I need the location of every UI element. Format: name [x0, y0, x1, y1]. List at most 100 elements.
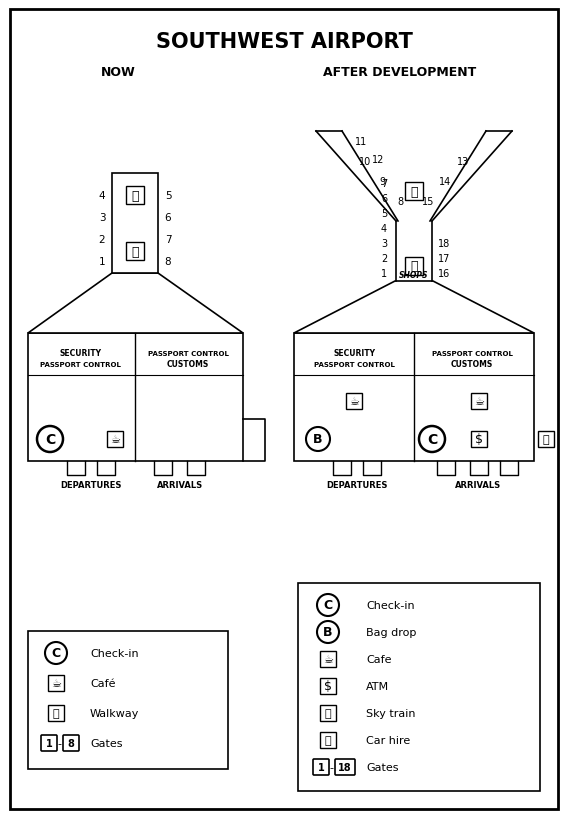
Text: 10: 10 [358, 156, 371, 167]
Text: 🚶: 🚶 [131, 189, 139, 202]
Circle shape [45, 642, 67, 664]
Bar [48, 675, 64, 691]
Text: 7: 7 [165, 235, 172, 245]
Text: Gates: Gates [90, 738, 123, 748]
Text: Walkway: Walkway [90, 708, 139, 718]
Text: 3: 3 [381, 238, 387, 249]
Text: SECURITY: SECURITY [333, 349, 375, 358]
Bar [320, 651, 336, 667]
Bar [126, 242, 144, 260]
Text: ARRIVALS: ARRIVALS [455, 481, 501, 490]
Text: ☕: ☕ [349, 396, 359, 406]
Text: 🚗: 🚗 [542, 434, 549, 445]
Text: 2: 2 [99, 235, 105, 245]
Bar [298, 583, 540, 791]
Text: PASSPORT CONTROL: PASSPORT CONTROL [432, 351, 512, 356]
Bar [538, 432, 554, 447]
Text: 16: 16 [438, 269, 450, 278]
Text: CUSTOMS: CUSTOMS [167, 360, 209, 369]
Bar [28, 631, 228, 769]
Text: 3: 3 [99, 213, 105, 223]
Bar [112, 174, 158, 274]
Text: 11: 11 [355, 137, 367, 147]
Text: 5: 5 [165, 191, 172, 201]
Text: 14: 14 [440, 177, 452, 187]
Text: 18: 18 [338, 762, 352, 772]
Text: 🚂: 🚂 [325, 708, 331, 718]
Text: PASSPORT CONTROL: PASSPORT CONTROL [314, 361, 394, 368]
Text: 6: 6 [165, 213, 172, 223]
Text: SOUTHWEST AIRPORT: SOUTHWEST AIRPORT [156, 32, 412, 52]
Text: Check-in: Check-in [90, 648, 139, 658]
Text: 12: 12 [372, 155, 384, 165]
Text: B: B [313, 433, 323, 446]
Text: 🚂: 🚂 [410, 260, 417, 274]
Text: NOW: NOW [101, 66, 135, 79]
Text: ☕: ☕ [110, 434, 120, 445]
Bar [471, 393, 487, 410]
Text: DEPARTURES: DEPARTURES [60, 481, 122, 490]
Text: 8: 8 [68, 738, 74, 748]
Text: PASSPORT CONTROL: PASSPORT CONTROL [40, 361, 120, 368]
Text: B: B [323, 626, 333, 639]
Text: PASSPORT CONTROL: PASSPORT CONTROL [148, 351, 228, 356]
Text: Check-in: Check-in [366, 600, 415, 610]
Text: ATM: ATM [366, 681, 389, 691]
Text: C: C [52, 647, 61, 659]
Text: ☕: ☕ [51, 678, 61, 688]
Bar [107, 432, 123, 447]
Text: ☕: ☕ [323, 654, 333, 664]
Bar [126, 187, 144, 205]
Text: 4: 4 [381, 224, 387, 233]
Text: 8: 8 [165, 256, 172, 267]
Bar [28, 333, 243, 461]
Text: DEPARTURES: DEPARTURES [326, 481, 388, 490]
Bar [48, 705, 64, 721]
Text: Sky train: Sky train [366, 708, 416, 718]
Polygon shape [28, 274, 243, 333]
Text: $: $ [324, 680, 332, 693]
Text: 18: 18 [438, 238, 450, 249]
Bar [320, 732, 336, 748]
Text: 1: 1 [45, 738, 52, 748]
Text: 5: 5 [381, 209, 387, 219]
Text: 8: 8 [397, 197, 403, 206]
Text: 7: 7 [381, 179, 387, 188]
Text: 4: 4 [99, 191, 105, 201]
Text: C: C [45, 432, 55, 446]
Text: 1: 1 [99, 256, 105, 267]
Text: 13: 13 [457, 156, 470, 167]
Text: 1: 1 [318, 762, 324, 772]
Polygon shape [294, 282, 534, 333]
Circle shape [317, 622, 339, 643]
Bar [320, 678, 336, 695]
Bar [405, 258, 423, 276]
Bar [320, 705, 336, 721]
Text: 🚂: 🚂 [410, 185, 417, 198]
FancyBboxPatch shape [335, 759, 355, 775]
FancyBboxPatch shape [313, 759, 329, 775]
Bar [405, 183, 423, 201]
Text: 1: 1 [381, 269, 387, 278]
Bar [471, 432, 487, 447]
Text: Car hire: Car hire [366, 735, 410, 745]
Text: ☕: ☕ [474, 396, 484, 406]
Text: Café: Café [90, 678, 115, 688]
Text: $: $ [475, 433, 483, 446]
Text: C: C [427, 432, 437, 446]
Text: 2: 2 [381, 254, 387, 264]
Text: CUSTOMS: CUSTOMS [451, 360, 493, 369]
Text: ARRIVALS: ARRIVALS [157, 481, 203, 490]
Bar [346, 393, 362, 410]
Text: 🚶: 🚶 [131, 245, 139, 258]
Circle shape [419, 427, 445, 452]
Text: 15: 15 [421, 197, 434, 206]
Text: 9: 9 [379, 177, 386, 187]
Text: -: - [329, 762, 333, 772]
Text: 6: 6 [381, 194, 387, 204]
Text: 17: 17 [438, 254, 450, 264]
Text: Gates: Gates [366, 762, 399, 772]
Text: -: - [57, 738, 61, 748]
Text: SECURITY: SECURITY [59, 349, 101, 358]
Text: AFTER DEVELOPMENT: AFTER DEVELOPMENT [323, 66, 477, 79]
